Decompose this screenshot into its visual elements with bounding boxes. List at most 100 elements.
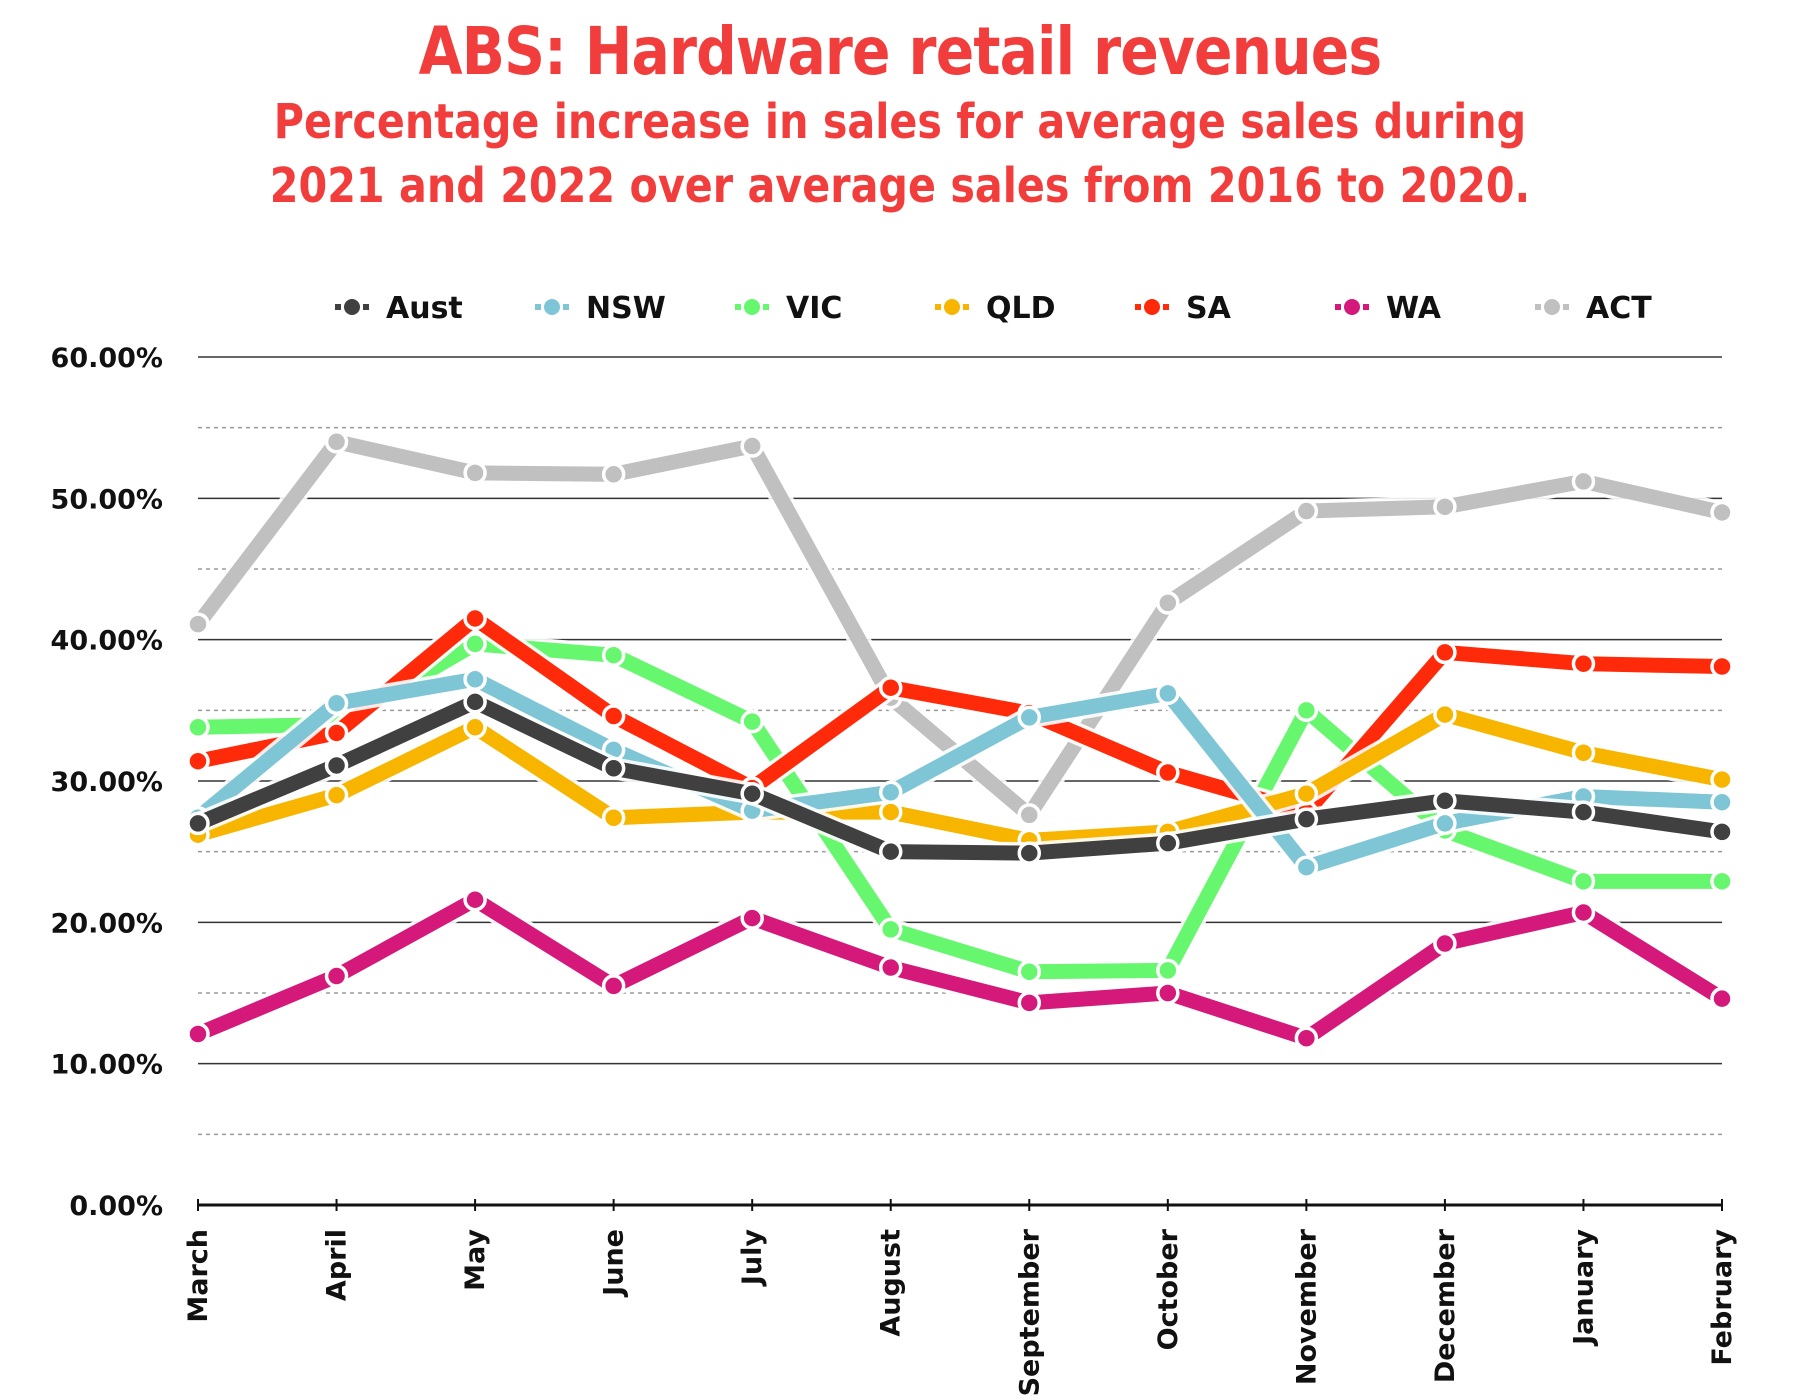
data-point-vic[interactable] — [463, 632, 487, 656]
data-point-act[interactable] — [463, 461, 487, 485]
data-point-wa[interactable] — [1017, 991, 1042, 1015]
data-point-act[interactable] — [1156, 591, 1180, 615]
data-point-vic[interactable] — [878, 917, 903, 942]
data-point-sa[interactable] — [1156, 760, 1180, 785]
data-point-nsw[interactable] — [1017, 705, 1042, 730]
legend-dash-left — [935, 304, 941, 310]
data-point-wa[interactable] — [1156, 981, 1180, 1005]
data-point-wa[interactable] — [740, 906, 764, 930]
data-point-qld[interactable] — [1710, 767, 1734, 792]
data-point-wa[interactable] — [324, 964, 349, 988]
legend-label: SA — [1186, 291, 1232, 326]
data-point-aust[interactable] — [1433, 789, 1457, 813]
data-point-nsw[interactable] — [463, 667, 487, 691]
data-point-wa[interactable] — [601, 974, 626, 998]
data-point-act[interactable] — [1017, 803, 1042, 827]
data-point-vic[interactable] — [1294, 698, 1319, 723]
data-point-sa[interactable] — [324, 721, 349, 745]
data-point-vic[interactable] — [1156, 958, 1180, 983]
y-tick-label: 10.00% — [51, 1050, 163, 1081]
data-point-aust[interactable] — [1294, 807, 1319, 831]
data-point-sa[interactable] — [601, 704, 626, 728]
legend-item-aust[interactable]: Aust — [335, 291, 463, 326]
data-point-wa[interactable] — [186, 1022, 210, 1046]
data-point-act[interactable] — [601, 462, 626, 487]
data-point-qld[interactable] — [463, 715, 487, 740]
legend-item-sa[interactable]: SA — [1135, 291, 1232, 326]
series-group — [186, 430, 1734, 1050]
legend-label: ACT — [1586, 291, 1652, 326]
data-point-act[interactable] — [1571, 469, 1596, 494]
data-point-nsw[interactable] — [324, 691, 349, 716]
legend-dash-left — [735, 304, 741, 310]
legend-dash-right — [1163, 304, 1169, 310]
data-point-nsw[interactable] — [1294, 855, 1319, 879]
data-point-aust[interactable] — [186, 811, 210, 836]
data-point-qld[interactable] — [601, 805, 626, 830]
x-tick-label: November — [1291, 1228, 1322, 1385]
data-point-aust[interactable] — [1710, 820, 1734, 844]
data-point-aust[interactable] — [878, 839, 903, 864]
legend-marker-icon — [744, 299, 760, 315]
data-point-vic[interactable] — [740, 709, 764, 734]
data-point-sa[interactable] — [1710, 654, 1734, 679]
data-point-act[interactable] — [186, 612, 210, 636]
data-point-aust[interactable] — [324, 753, 349, 778]
data-point-act[interactable] — [1433, 495, 1457, 519]
y-tick-label: 20.00% — [51, 908, 163, 939]
data-point-aust[interactable] — [1017, 841, 1042, 865]
data-point-nsw[interactable] — [1156, 681, 1180, 706]
data-point-qld[interactable] — [878, 800, 903, 824]
y-tick-label: 60.00% — [51, 343, 163, 374]
legend-dash-left — [1535, 304, 1541, 310]
data-point-sa[interactable] — [1433, 640, 1457, 665]
legend-marker-icon — [1544, 299, 1560, 315]
data-point-wa[interactable] — [1710, 986, 1734, 1011]
data-point-qld[interactable] — [1433, 702, 1457, 727]
x-tick-label: September — [1014, 1228, 1045, 1396]
legend-dash-left — [335, 304, 341, 310]
data-point-act[interactable] — [324, 430, 349, 454]
data-point-sa[interactable] — [463, 606, 487, 631]
data-point-qld[interactable] — [1294, 781, 1319, 806]
data-point-act[interactable] — [740, 434, 764, 458]
data-point-nsw[interactable] — [1710, 790, 1734, 814]
legend-label: NSW — [586, 291, 666, 326]
data-point-aust[interactable] — [601, 756, 626, 781]
data-point-vic[interactable] — [1017, 960, 1042, 984]
data-point-aust[interactable] — [463, 690, 487, 714]
data-point-qld[interactable] — [324, 783, 349, 807]
data-point-vic[interactable] — [186, 715, 210, 740]
data-point-wa[interactable] — [463, 887, 487, 912]
data-point-nsw[interactable] — [878, 780, 903, 805]
data-point-act[interactable] — [1710, 500, 1734, 525]
data-point-wa[interactable] — [878, 955, 903, 980]
legend-item-nsw[interactable]: NSW — [535, 291, 666, 326]
data-point-wa[interactable] — [1433, 931, 1457, 956]
data-point-wa[interactable] — [1294, 1026, 1319, 1050]
data-point-vic[interactable] — [601, 643, 626, 667]
chart-subtitle-line-2: 2021 and 2022 over average sales from 20… — [269, 158, 1531, 214]
y-tick-label: 0.00% — [69, 1191, 163, 1222]
data-point-wa[interactable] — [1571, 900, 1596, 925]
data-point-nsw[interactable] — [1433, 811, 1457, 836]
data-point-qld[interactable] — [1571, 740, 1596, 765]
data-point-vic[interactable] — [1571, 869, 1596, 894]
legend-item-wa[interactable]: WA — [1335, 291, 1442, 326]
data-point-sa[interactable] — [1571, 651, 1596, 676]
legend-dash-right — [1563, 304, 1569, 310]
data-point-aust[interactable] — [740, 781, 764, 806]
data-point-sa[interactable] — [186, 749, 210, 773]
data-point-vic[interactable] — [1710, 869, 1734, 894]
legend-item-act[interactable]: ACT — [1535, 291, 1652, 326]
legend-marker-icon — [344, 299, 360, 315]
data-point-aust[interactable] — [1156, 831, 1180, 855]
legend-item-qld[interactable]: QLD — [935, 291, 1056, 326]
legend-item-vic[interactable]: VIC — [735, 291, 842, 326]
data-point-act[interactable] — [1294, 499, 1319, 523]
y-tick-label: 50.00% — [51, 484, 163, 515]
x-tick-label: July — [737, 1229, 768, 1288]
legend-marker-icon — [1144, 299, 1160, 315]
data-point-sa[interactable] — [878, 675, 903, 700]
data-point-aust[interactable] — [1571, 800, 1596, 824]
